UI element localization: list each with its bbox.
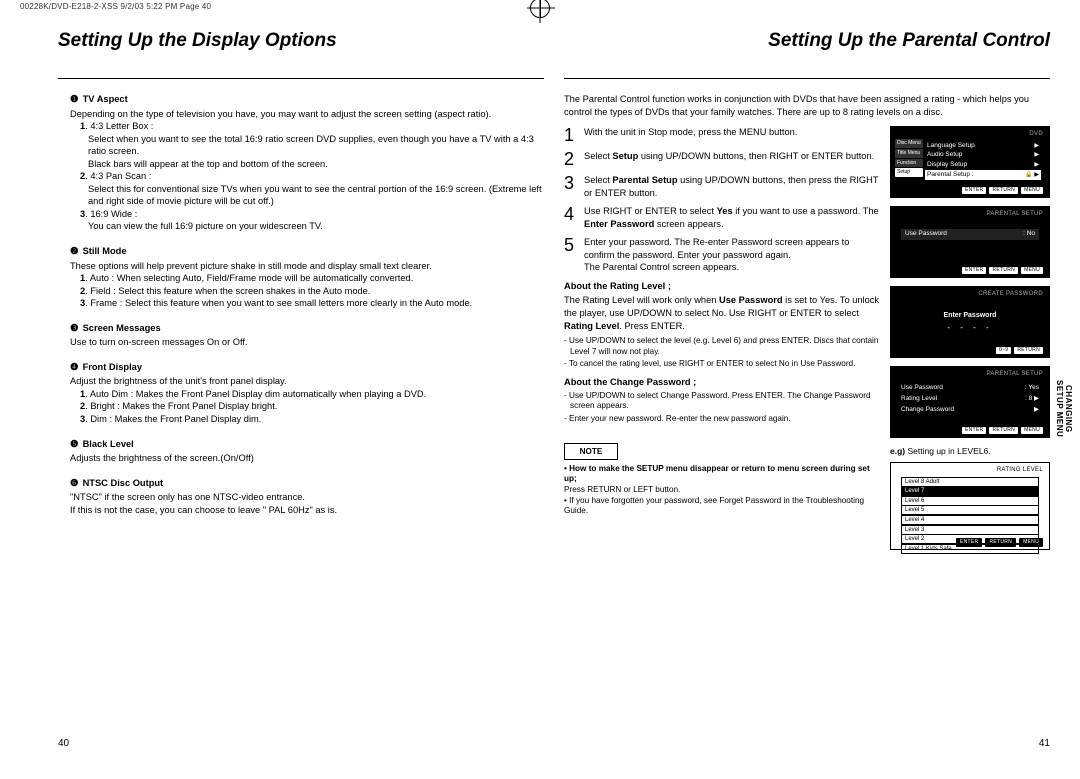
option-title: ❶ TV Aspect (70, 93, 544, 106)
note-lines: Press RETURN or LEFT button.• If you hav… (564, 485, 880, 517)
shot-menu-list: Language Setup▶Audio Setup▶Display Setup… (925, 141, 1041, 180)
print-stamp: 00228K/DVD-E218-2-XSS 9/2/03 5:22 PM Pag… (20, 2, 211, 11)
example-label: e.g) Setting up in LEVEL6. (890, 446, 1050, 457)
option-title: ❹ Front Display (70, 361, 544, 374)
shot-header: RATING LEVEL (997, 466, 1043, 474)
page-title-right: Setting Up the Parental Control (564, 30, 1050, 56)
option-desc: Adjust the brightness of the unit's fron… (70, 375, 544, 388)
shot-center-text: Enter Password (891, 311, 1049, 320)
option-sub: 3. Frame : Select this feature when you … (70, 297, 544, 310)
about-rating-list: - Use UP/DOWN to select the level (e.g. … (564, 336, 880, 370)
about-password-heading: About the Change Password ; (564, 376, 880, 389)
option-block: ❻ NTSC Disc Output"NTSC" if the screen o… (58, 477, 544, 517)
shot-dashes: - - - - (891, 323, 1049, 334)
option-sub: 1. Auto : When selecting Auto, Field/Fra… (70, 272, 544, 285)
page-left: Setting Up the Display Options ❶ TV Aspe… (58, 30, 544, 749)
option-sub: 3. Dim : Makes the Front Panel Display d… (70, 413, 544, 426)
step-number: 2 (564, 150, 578, 168)
option-sub: 2. 4:3 Pan Scan : (70, 170, 544, 183)
page-title-left: Setting Up the Display Options (58, 30, 544, 56)
page-number-right: 41 (1039, 738, 1050, 749)
shot-header: PARENTAL SETUP (987, 370, 1043, 378)
note-label: NOTE (564, 443, 618, 460)
shot-header: CREATE PASSWORD (978, 290, 1043, 298)
example-text: Setting up in LEVEL6. (908, 446, 991, 456)
screenshot-create-password: CREATE PASSWORD Enter Password - - - - 0… (890, 286, 1050, 358)
step: 1 With the unit in Stop mode, press the M… (564, 126, 880, 144)
shot-buttons: ENTERRETURNMENU (962, 267, 1043, 274)
step-text: With the unit in Stop mode, press the ME… (584, 126, 880, 144)
screenshot-parental-yes: PARENTAL SETUP Use Password: YesRating L… (890, 366, 1050, 438)
tab-line1: CHANGING (1064, 385, 1073, 433)
note-body: • How to make the SETUP menu disappear o… (564, 460, 880, 517)
step-text: Select Parental Setup using UP/DOWN butt… (584, 174, 880, 199)
step-number: 3 (564, 174, 578, 199)
option-block: ❺ Black LevelAdjusts the brightness of t… (58, 438, 544, 465)
step: 4Use RIGHT or ENTER to select Yes if you… (564, 205, 880, 230)
option-desc: Depending on the type of television you … (70, 108, 544, 121)
print-header: 00228K/DVD-E218-2-XSS 9/2/03 5:22 PM Pag… (0, 0, 1080, 22)
step-number: 4 (564, 205, 578, 230)
step: 3Select Parental Setup using UP/DOWN but… (564, 174, 880, 199)
left-body: ❶ TV Aspect Depending on the type of tele… (58, 79, 544, 516)
shot-left-col: Disc MenuTitle MenuFunctionSetup (895, 139, 923, 178)
option-title: ❷ Still Mode (70, 245, 544, 258)
shot-header: PARENTAL SETUP (987, 210, 1043, 218)
option-sub: 1. Auto Dim : Makes the Front Panel Disp… (70, 388, 544, 401)
right-text-column: 1 With the unit in Stop mode, press the M… (564, 126, 880, 557)
option-title: ❻ NTSC Disc Output (70, 477, 544, 490)
screenshot-parental-no: PARENTAL SETUP Use Password : No ENTERRE… (890, 206, 1050, 278)
option-block: ❹ Front DisplayAdjust the brightness of … (58, 361, 544, 426)
option-sub: 3. 16:9 Wide : (70, 208, 544, 221)
about-password-list: - Use UP/DOWN to select Change Password.… (564, 391, 880, 425)
shot-buttons: ENTERRETURNMENU (962, 427, 1043, 434)
option-title: ❺ Black Level (70, 438, 544, 451)
intro-text: The Parental Control function works in c… (564, 93, 1050, 118)
option-sub: 2. Field : Select this feature when the … (70, 285, 544, 298)
about-rating-text: The Rating Level will work only when Use… (564, 294, 880, 332)
option-block: ❸ Screen MessagesUse to turn on-screen m… (58, 322, 544, 349)
shot-buttons: 0~9RETURN (996, 347, 1043, 354)
steps-list: 1 With the unit in Stop mode, press the M… (564, 126, 880, 274)
option-title: ❸ Screen Messages (70, 322, 544, 335)
row-label: Use Password (905, 230, 947, 239)
note-heading: • How to make the SETUP menu disappear o… (564, 464, 880, 485)
step-text: Use RIGHT or ENTER to select Yes if you … (584, 205, 880, 230)
section-tab: CHANGING SETUP MENU (1054, 380, 1072, 437)
option-block: ❶ TV Aspect Depending on the type of tele… (58, 93, 544, 233)
step: 2 Select Setup using UP/DOWN buttons, the… (564, 150, 880, 168)
page-right: Setting Up the Parental Control The Pare… (564, 30, 1050, 749)
about-rating-heading: About the Rating Level ; (564, 280, 880, 293)
option-sub: 1. 4:3 Letter Box : (70, 120, 544, 133)
step-text: Select Setup using UP/DOWN buttons, then… (584, 150, 880, 168)
option-desc: Adjusts the brightness of the screen.(On… (70, 452, 544, 465)
shot-header: DVD (1029, 130, 1043, 138)
step: 5Enter your password. The Re-enter Passw… (564, 236, 880, 274)
page-number-left: 40 (58, 738, 69, 749)
step-text: Enter your password. The Re-enter Passwo… (584, 236, 880, 274)
option-desc: "NTSC" if the screen only has one NTSC-v… (70, 491, 544, 504)
step-number: 1 (564, 126, 578, 144)
step-number: 5 (564, 236, 578, 274)
page-spread: Setting Up the Display Options ❶ TV Aspe… (58, 30, 1050, 749)
shot-buttons: ENTERRETURNMENU (962, 187, 1043, 194)
option-desc: These options will help prevent picture … (70, 260, 544, 273)
row-value: : No (1023, 230, 1035, 239)
screenshots-column: DVD Disc MenuTitle MenuFunctionSetup Lan… (890, 126, 1050, 557)
registration-mark (530, 0, 550, 18)
option-block: ❷ Still Mode These options will help prev… (58, 245, 544, 310)
tab-line2: SETUP MENU (1055, 380, 1064, 437)
shot-rows: Use Password: YesRating Level: 8 ▶Change… (901, 383, 1039, 415)
screenshot-setup-menu: DVD Disc MenuTitle MenuFunctionSetup Lan… (890, 126, 1050, 198)
shot-row: Use Password : No (901, 229, 1039, 240)
option-desc: Use to turn on-screen messages On or Off… (70, 336, 544, 349)
option-sub: 2. Bright : Makes the Front Panel Displa… (70, 400, 544, 413)
screenshot-rating-level: RATING LEVEL Level 8 AdultLevel 7Level 6… (890, 462, 1050, 550)
right-body: The Parental Control function works in c… (564, 79, 1050, 558)
shot-buttons: ENTERRETURNMENU (956, 538, 1043, 547)
